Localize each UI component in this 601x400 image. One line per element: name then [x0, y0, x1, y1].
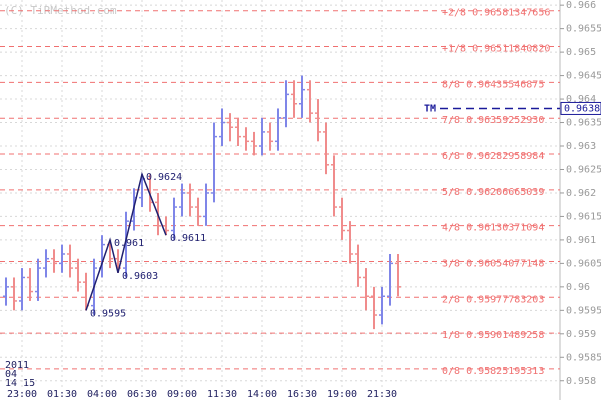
y-tick-label: 0.96 [566, 282, 590, 293]
date-stamp: 2011 [5, 360, 29, 371]
level-label: +2/8 0.96581347656 [442, 8, 550, 19]
x-tick-label: 19:00 [327, 389, 357, 400]
y-tick-label: 0.9595 [566, 305, 601, 316]
date-stamp: 04 [5, 369, 17, 380]
x-tick-label: 01:30 [47, 389, 77, 400]
x-tick-label: 04:00 [87, 389, 117, 400]
level-label: 6/8 0.96282958984 [442, 151, 544, 162]
y-tick-label: 0.961 [566, 235, 596, 246]
y-tick-label: 0.9615 [566, 211, 601, 222]
y-tick-label: 0.963 [566, 141, 596, 152]
marker-value: 0.9638 [564, 103, 600, 114]
x-tick-label: 23:00 [7, 389, 37, 400]
x-tick-label: 09:00 [167, 389, 197, 400]
zigzag-label: 0.9611 [170, 233, 206, 244]
level-label: 7/8 0.96359252930 [442, 115, 544, 126]
y-tick-label: 0.959 [566, 329, 596, 340]
zigzag-label: 0.9595 [90, 308, 126, 319]
level-label: 8/8 0.96435546875 [442, 79, 544, 90]
watermark: (C) TiRMethod.com [4, 4, 117, 17]
marker-label: TM [424, 103, 436, 114]
x-tick-label: 06:30 [127, 389, 157, 400]
y-tick-label: 0.9635 [566, 118, 601, 129]
level-label: 2/8 0.95977783203 [442, 294, 544, 305]
y-tick-label: 0.9605 [566, 258, 601, 269]
level-label: 3/8 0.96054077148 [442, 258, 544, 269]
y-tick-label: 0.958 [566, 376, 596, 387]
y-tick-label: 0.9655 [566, 24, 601, 35]
level-label: 0/8 0.95825195313 [442, 366, 544, 377]
marker-box [560, 101, 601, 115]
zigzag-label: 0.9624 [146, 172, 182, 183]
y-tick-label: 0.966 [566, 0, 596, 11]
x-tick-label: 16:30 [287, 389, 317, 400]
zigzag-label: 0.9603 [122, 271, 158, 282]
y-tick-label: 0.9645 [566, 71, 601, 82]
level-label: +1/8 0.96511840820 [442, 44, 550, 55]
zigzag-label: 0.961 [114, 238, 144, 249]
x-tick-label: 11:30 [207, 389, 237, 400]
y-tick-label: 0.964 [566, 94, 596, 105]
x-tick-label: 14:00 [247, 389, 277, 400]
zigzag-line [85, 171, 167, 311]
y-tick-label: 0.962 [566, 188, 596, 199]
y-tick-label: 0.9625 [566, 164, 601, 175]
level-label: 4/8 0.96130371094 [442, 223, 544, 234]
level-label: 5/8 0.96206665039 [442, 187, 544, 198]
y-tick-label: 0.9585 [566, 352, 601, 363]
level-label: 1/8 0.95901489258 [442, 330, 544, 341]
date-stamp: 14 15 [5, 378, 35, 389]
x-tick-label: 21:30 [367, 389, 397, 400]
y-tick-label: 0.965 [566, 47, 596, 58]
